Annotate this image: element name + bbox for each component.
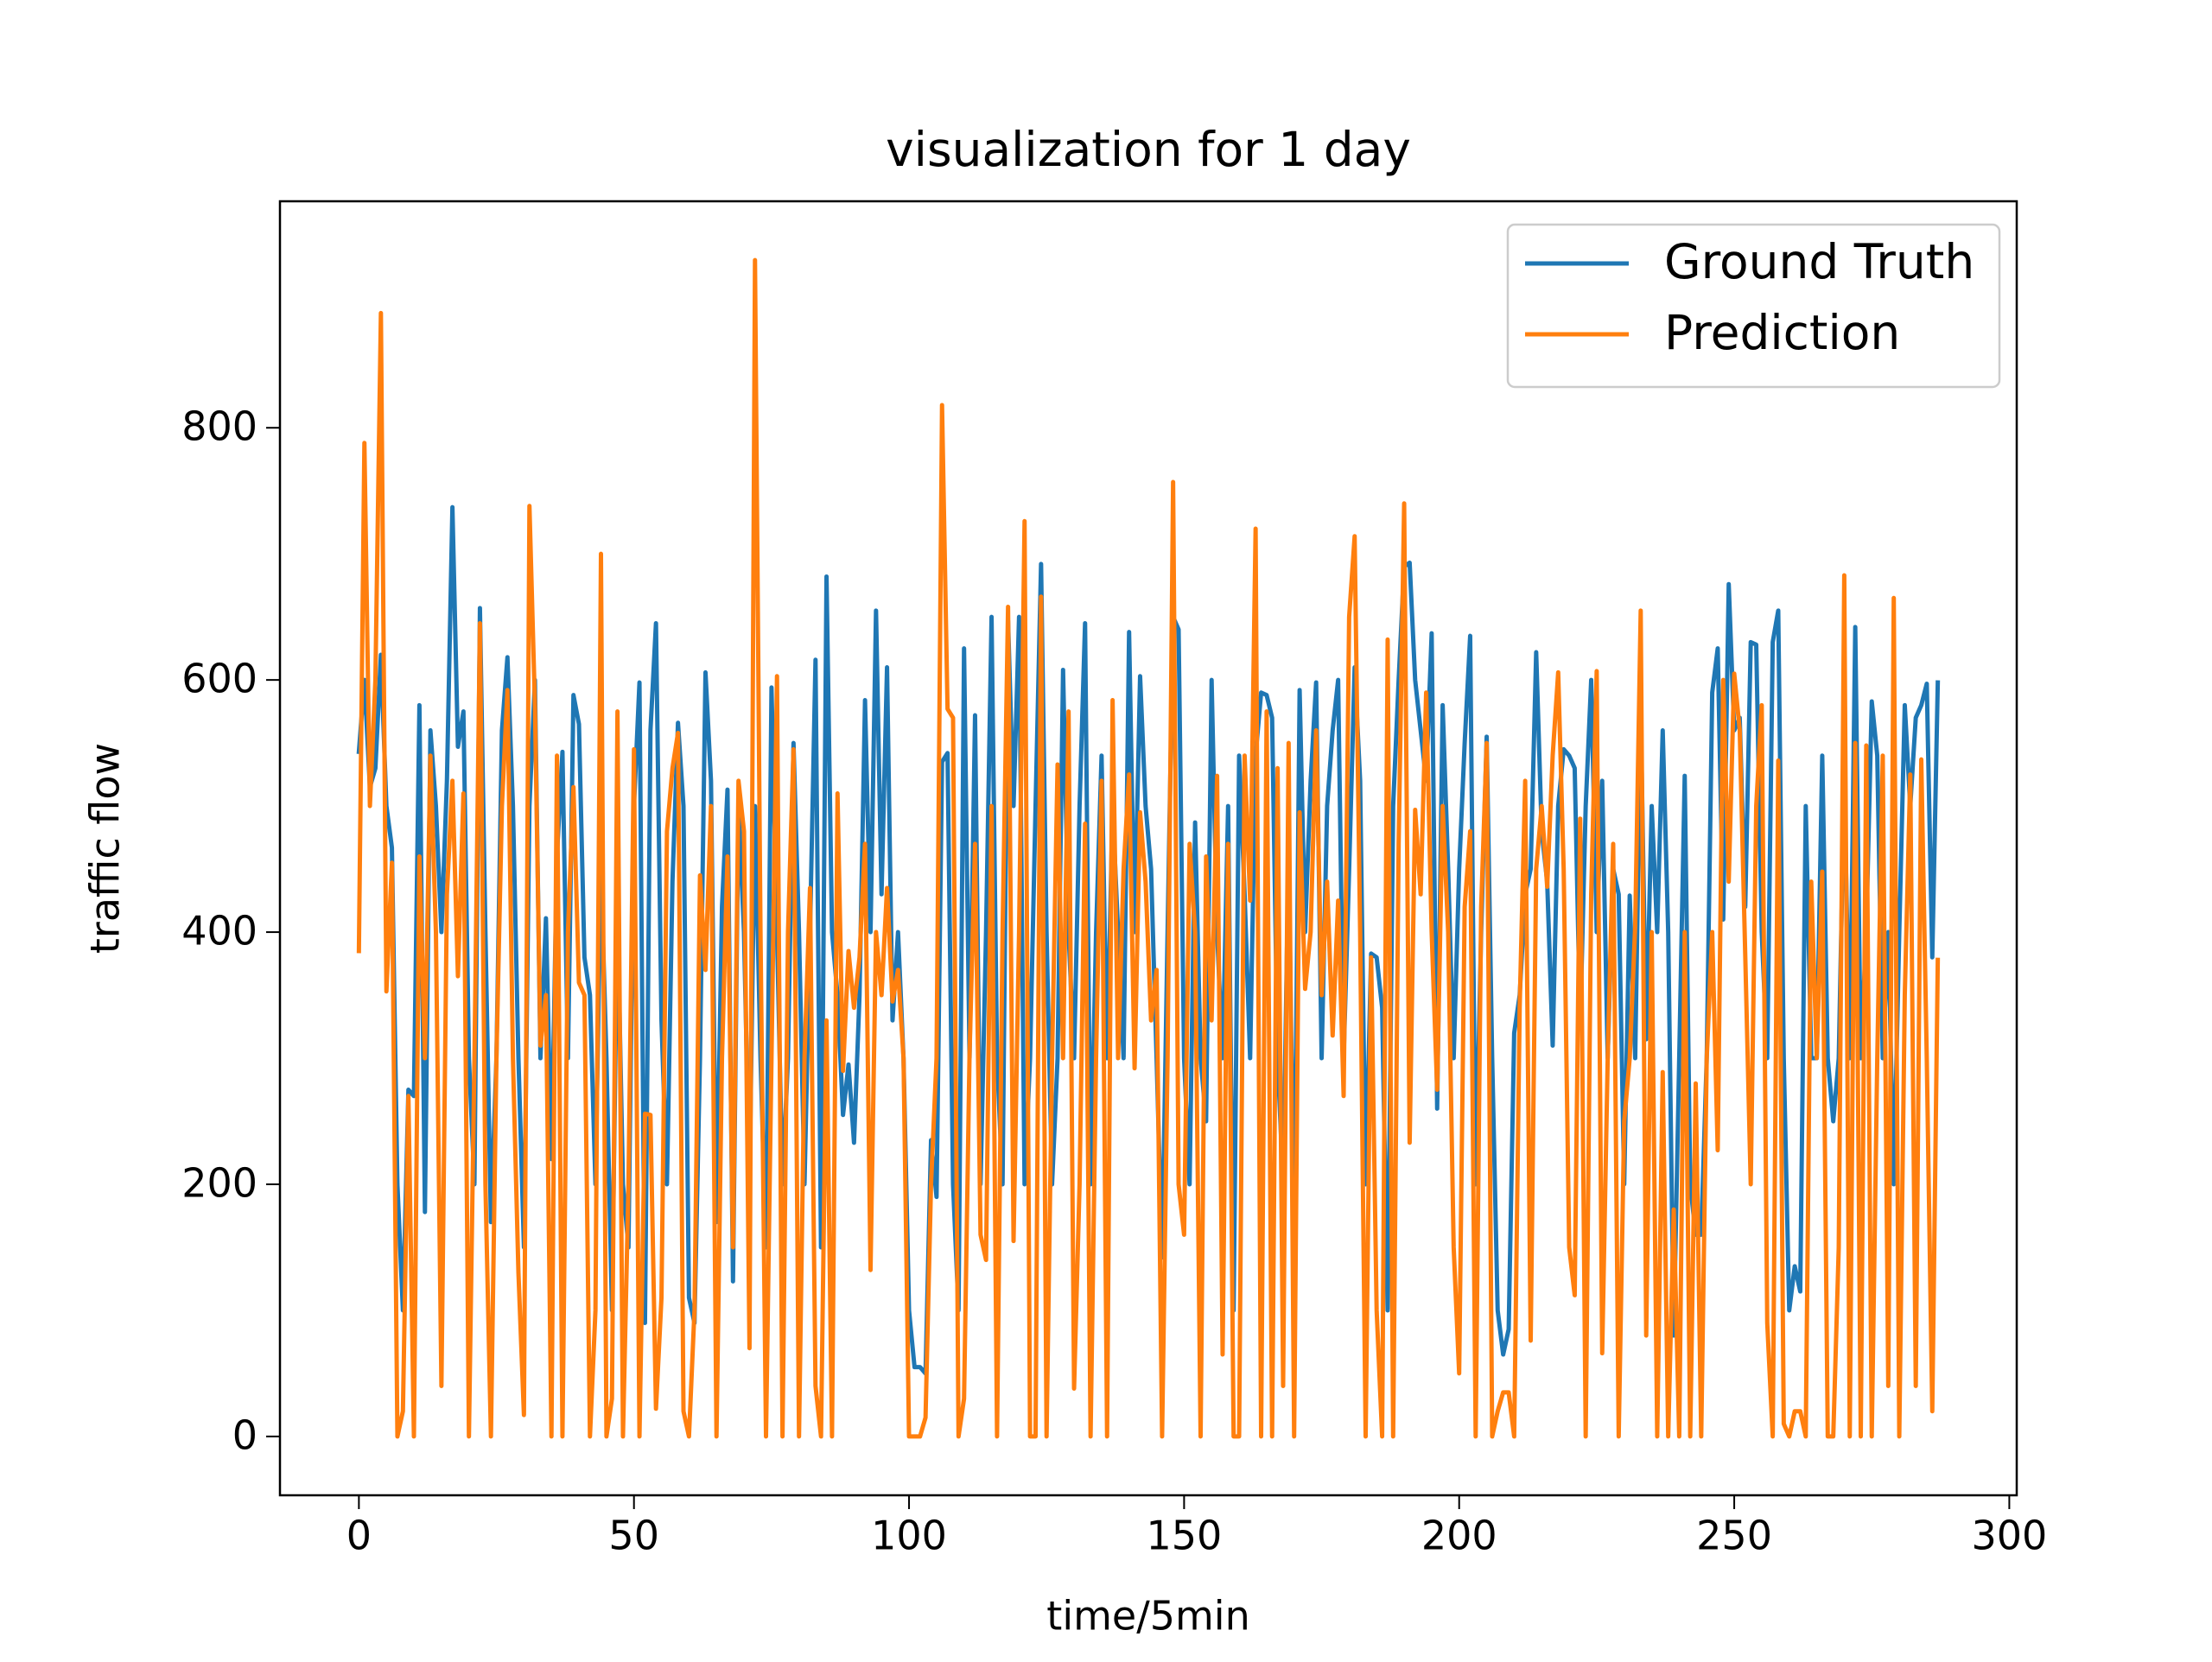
x-tick-label: 200 <box>1421 1513 1497 1559</box>
y-tick-label: 0 <box>232 1411 257 1458</box>
y-axis-label: traffic flow <box>82 743 129 954</box>
x-tick-label: 0 <box>346 1513 372 1559</box>
legend-box <box>1506 223 2001 389</box>
y-tick-label: 800 <box>181 403 257 450</box>
x-tick-label: 300 <box>1971 1513 2047 1559</box>
chart-title: visualization for 1 day <box>886 122 1411 177</box>
x-tick-label: 150 <box>1146 1513 1222 1559</box>
legend-label: Prediction <box>1664 305 1900 360</box>
x-axis-label: time/5min <box>1046 1593 1249 1640</box>
legend-label: Ground Truth <box>1664 234 1974 289</box>
x-tick-label: 100 <box>871 1513 947 1559</box>
series-line <box>356 257 1941 1439</box>
x-tick-label: 50 <box>608 1513 659 1559</box>
y-tick-label: 600 <box>181 656 257 702</box>
y-tick-label: 200 <box>181 1159 257 1206</box>
axes-frame <box>278 200 2018 1497</box>
y-tick-label: 400 <box>181 908 257 955</box>
x-tick-label: 250 <box>1696 1513 1772 1559</box>
